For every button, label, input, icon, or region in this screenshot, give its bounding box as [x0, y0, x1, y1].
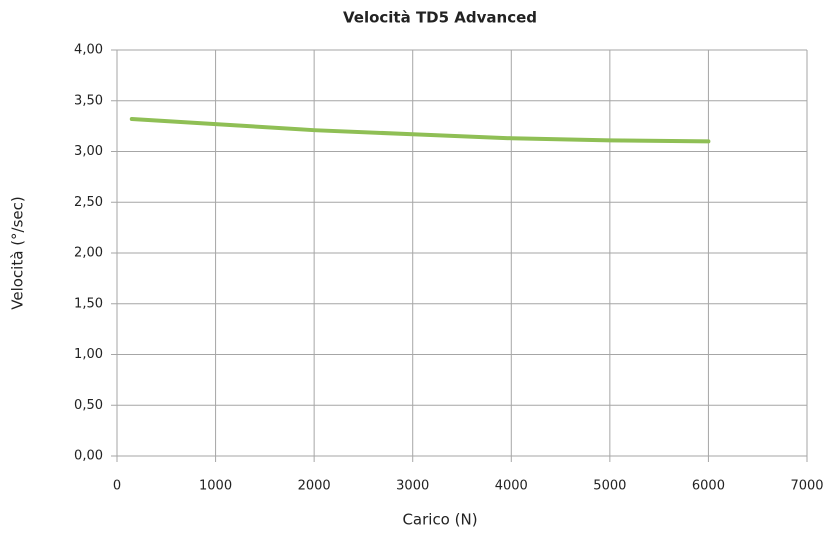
x-tick-label: 7000	[790, 479, 823, 494]
y-axis-label: Velocità (°/sec)	[9, 196, 27, 309]
x-axis-label: Carico (N)	[402, 511, 477, 529]
x-tick-label: 1000	[199, 479, 232, 494]
x-tick-label: 0	[113, 479, 121, 494]
chart-title: Velocità TD5 Advanced	[343, 9, 537, 27]
x-tick-label: 2000	[298, 479, 331, 494]
y-tick-label: 1,00	[74, 347, 103, 362]
y-tick-label: 2,50	[74, 195, 103, 210]
y-tick-label: 0,00	[74, 449, 103, 464]
data-line	[129, 117, 711, 144]
x-tick-label: 5000	[593, 479, 626, 494]
x-tick-label: 6000	[692, 479, 725, 494]
y-tick-label: 0,50	[74, 398, 103, 413]
y-tick-label: 4,00	[74, 43, 103, 58]
y-tick-label: 3,00	[74, 144, 103, 159]
x-tick-label: 4000	[495, 479, 528, 494]
y-tick-label: 1,50	[74, 296, 103, 311]
x-tick-label: 3000	[396, 479, 429, 494]
y-tick-label: 3,50	[74, 93, 103, 108]
y-tick-label: 2,00	[74, 246, 103, 261]
